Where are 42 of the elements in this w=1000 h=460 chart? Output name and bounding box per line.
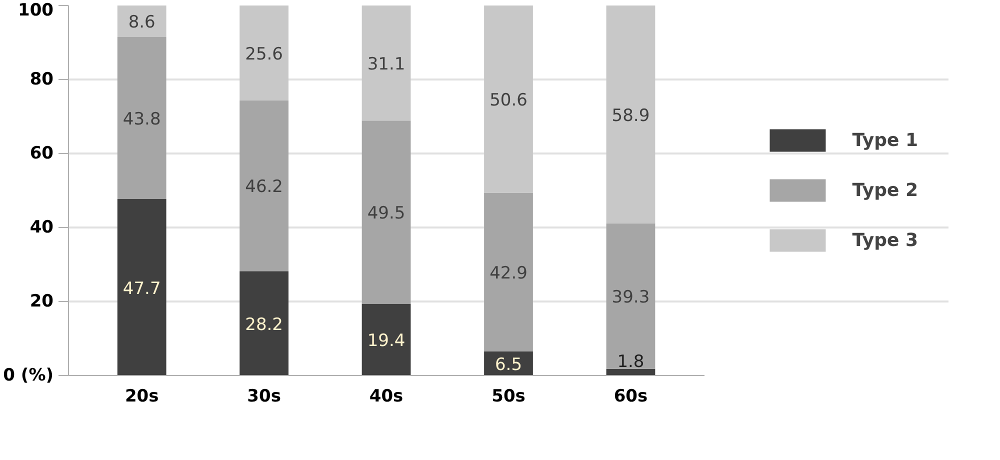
data-label: 50.6	[490, 90, 528, 111]
data-label: 49.5	[367, 204, 406, 224]
x-tick-label: 20s	[124, 386, 159, 406]
bar	[362, 6, 411, 121]
bar	[117, 36, 166, 200]
data-label: 47.7	[122, 278, 161, 299]
data-label: 25.6	[245, 44, 283, 64]
x-tick-label: 60s	[614, 386, 648, 406]
data-label: 19.4	[367, 331, 406, 352]
x-tick-label: 50s	[492, 386, 526, 406]
legend-label: Type 3	[852, 230, 918, 250]
data-label: 6.5	[494, 354, 522, 375]
bar	[240, 100, 288, 272]
legend-label: Type 1	[852, 130, 918, 150]
bar	[240, 6, 288, 100]
bar	[117, 6, 166, 37]
data-label: 1.8	[617, 352, 644, 372]
bar	[362, 120, 411, 304]
data-label: 58.9	[612, 106, 650, 126]
legend-label: Type 2	[852, 180, 918, 200]
bar	[117, 199, 166, 376]
y-tick-label: 100	[18, 0, 54, 20]
y-tick-label: 40	[30, 218, 54, 238]
bar	[606, 223, 656, 369]
data-label: 28.2	[245, 314, 283, 335]
bar	[240, 271, 288, 376]
data-label: 46.2	[245, 177, 283, 198]
data-label: 42.9	[490, 264, 528, 284]
data-label: 31.1	[367, 54, 406, 75]
y-tick-label: 0 (%)	[3, 366, 54, 386]
bar	[484, 6, 533, 193]
y-tick-label: 80	[30, 70, 54, 90]
bar	[362, 304, 411, 376]
data-label: 8.6	[128, 12, 156, 33]
y-tick-label: 20	[30, 292, 54, 312]
y-tick-label: 60	[30, 144, 54, 164]
bar	[484, 192, 533, 352]
x-tick-label: 30s	[247, 386, 281, 406]
data-label: 43.8	[122, 109, 161, 130]
x-tick-label: 40s	[369, 386, 404, 406]
data-label: 39.3	[612, 288, 650, 308]
bar	[606, 6, 656, 224]
